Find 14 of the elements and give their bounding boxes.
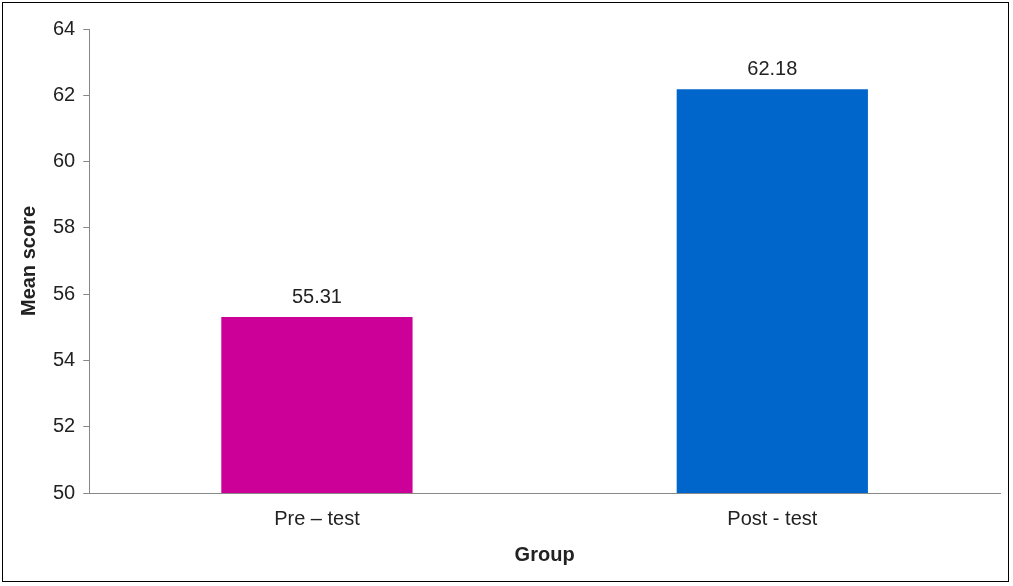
y-tick-label: 50	[53, 480, 76, 503]
y-tick-label: 62	[53, 82, 76, 105]
data-label: 62.18	[747, 56, 798, 79]
data-label: 55.31	[291, 284, 342, 307]
y-tick-label: 52	[53, 414, 76, 437]
y-axis-title: Mean score	[16, 205, 39, 317]
y-tick-label: 64	[53, 16, 76, 39]
y-tick-label: 54	[53, 347, 76, 370]
x-tick-label: Pre – test	[274, 506, 361, 529]
y-tick-label: 60	[53, 149, 76, 172]
y-tick-label: 56	[53, 281, 76, 304]
x-axis-title: Group	[514, 542, 575, 565]
y-tick-label: 58	[53, 215, 76, 238]
x-tick-label: Post - test	[727, 506, 818, 529]
